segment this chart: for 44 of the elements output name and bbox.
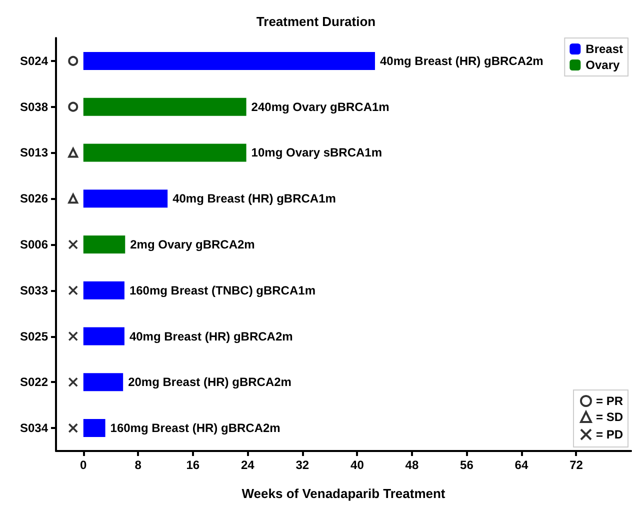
bar [83, 373, 124, 392]
bar [83, 327, 124, 346]
annotation: 20mg Breast (HR) gBRCA2m [128, 375, 292, 390]
y-tick-label: S026 [20, 192, 48, 206]
x-tick-label: 48 [405, 458, 419, 472]
legend-label: = PR [596, 394, 624, 408]
x-tick-label: 16 [186, 458, 200, 472]
y-tick-label: S013 [20, 146, 48, 160]
y-tick-label: S006 [20, 238, 48, 252]
annotation: 160mg Breast (TNBC) gBRCA1m [129, 283, 316, 298]
annotation: 40mg Breast (HR) gBRCA2m [380, 54, 544, 68]
legend-label: = PD [596, 428, 624, 442]
y-tick-label: S033 [20, 283, 48, 298]
bar [83, 52, 375, 70]
bar [83, 236, 126, 254]
annotation: 40mg Breast (HR) gBRCA1m [172, 192, 336, 206]
y-tick-label: S038 [20, 100, 48, 114]
x-tick-label: 0 [80, 458, 88, 472]
legend-label: = SD [596, 410, 624, 424]
legend-label: Ovary [586, 58, 620, 72]
chart-title: Treatment Duration [256, 14, 376, 29]
x-tick-label: 40 [350, 458, 364, 472]
annotation: 2mg Ovary gBRCA2m [130, 238, 255, 252]
bar [83, 281, 124, 300]
annotation: 10mg Ovary sBRCA1m [251, 146, 382, 160]
bar [83, 190, 168, 208]
bar [83, 144, 246, 162]
x-tick-label: 8 [134, 458, 142, 472]
y-tick-label: S024 [20, 54, 48, 68]
x-tick-label: 24 [240, 458, 255, 472]
x-tick-label: 64 [514, 458, 528, 472]
bar [83, 98, 246, 116]
y-tick-label: S025 [20, 329, 48, 344]
y-tick-label: S022 [20, 375, 48, 390]
bar [83, 419, 106, 438]
legend-label: Breast [586, 42, 624, 56]
x-tick-label: 32 [296, 458, 310, 472]
x-tick-label: 56 [460, 458, 474, 472]
x-tick-label: 72 [570, 458, 584, 472]
y-tick-label: S034 [20, 421, 48, 436]
annotation: 40mg Breast (HR) gBRCA2m [129, 329, 293, 344]
annotation: 240mg Ovary gBRCA1m [251, 100, 390, 114]
x-axis-title: Weeks of Venadaparib Treatment [242, 486, 446, 501]
annotation: 160mg Breast (HR) gBRCA2m [110, 421, 280, 436]
